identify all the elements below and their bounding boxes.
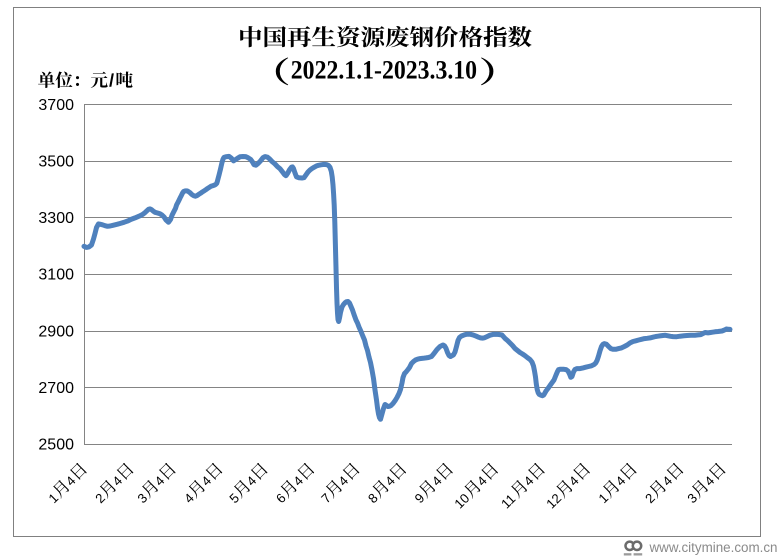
svg-text:2900: 2900 [38, 323, 74, 340]
svg-text:2700: 2700 [38, 380, 74, 397]
svg-text:2500: 2500 [38, 437, 74, 454]
svg-text:8: 8 [365, 490, 381, 506]
svg-text:12: 12 [543, 491, 564, 512]
svg-text:7: 7 [318, 490, 334, 506]
svg-text:10: 10 [451, 491, 472, 512]
svg-text:3300: 3300 [38, 210, 74, 227]
svg-text:3700: 3700 [38, 97, 74, 114]
svg-text:1: 1 [595, 490, 611, 506]
svg-text:2022.1.1-2023.3.10: 2022.1.1-2023.3.10 [291, 57, 477, 85]
svg-text:2: 2 [92, 490, 108, 506]
svg-text:5: 5 [226, 490, 242, 506]
svg-text:1: 1 [46, 490, 62, 506]
svg-text:4: 4 [181, 490, 197, 506]
svg-text:6: 6 [273, 490, 289, 506]
svg-text:3100: 3100 [38, 267, 74, 284]
svg-text:11: 11 [498, 491, 518, 511]
svg-text:www.citymine.com.cn: www.citymine.com.cn [649, 540, 777, 555]
svg-text:3: 3 [684, 490, 700, 506]
svg-text:3: 3 [134, 490, 150, 506]
svg-text:3500: 3500 [38, 153, 74, 170]
svg-text:2: 2 [642, 490, 658, 506]
svg-text:9: 9 [412, 490, 428, 506]
